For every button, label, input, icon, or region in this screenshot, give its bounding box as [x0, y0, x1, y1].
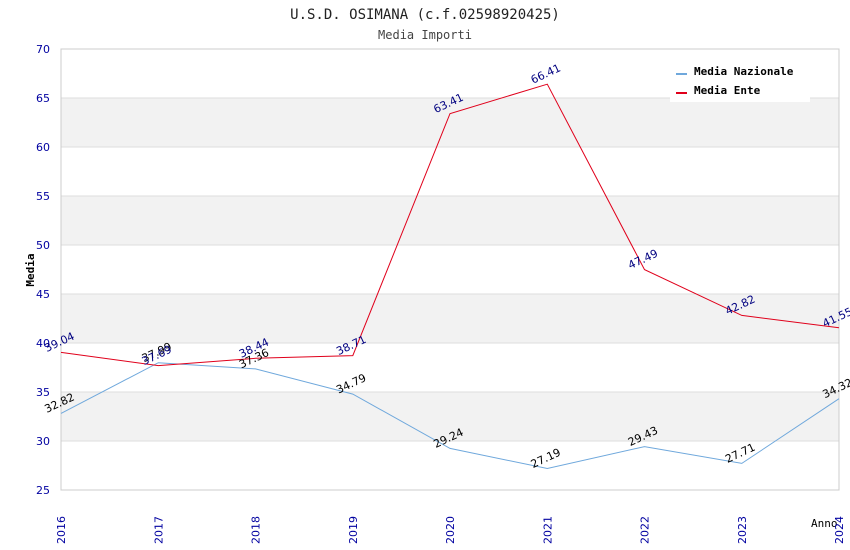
band [61, 98, 839, 147]
y-tick-label: 25 [36, 484, 50, 497]
y-axis-label: Media [24, 253, 37, 286]
x-tick-label: 2022 [639, 516, 652, 544]
y-tick-label: 55 [36, 190, 50, 203]
band [61, 196, 839, 245]
x-tick-label: 2021 [541, 516, 554, 544]
background-bands [61, 98, 839, 441]
data-label: 39.04 [42, 330, 76, 355]
y-tick-label: 40 [36, 337, 50, 350]
data-label: 47.49 [626, 247, 660, 272]
y-tick-label: 60 [36, 141, 50, 154]
x-axis-ticks: 2016 2017 2018 2019 2020 2021 2022 2023 2024 [55, 516, 846, 544]
y-tick-label: 70 [36, 43, 50, 56]
chart-subtitle: Media Importi [378, 28, 472, 42]
y-tick-label: 35 [36, 386, 50, 399]
x-axis-label: Anno [811, 517, 838, 530]
x-tick-label: 2017 [152, 516, 165, 544]
x-tick-label: 2018 [250, 516, 263, 544]
x-tick-label: 2016 [55, 516, 68, 544]
y-axis-ticks: 25 30 35 40 45 50 55 60 65 70 [36, 43, 50, 497]
y-tick-label: 30 [36, 435, 50, 448]
x-tick-label: 2023 [736, 516, 749, 544]
x-tick-label: 2020 [444, 516, 457, 544]
band [61, 392, 839, 441]
series-lines [60, 83, 840, 470]
legend-box [670, 60, 810, 102]
y-tick-label: 65 [36, 92, 50, 105]
legend-label: Media Nazionale [694, 65, 794, 78]
gridlines [61, 48, 839, 491]
y-tick-label: 50 [36, 239, 50, 252]
legend-label: Media Ente [694, 84, 761, 97]
series-line [60, 362, 840, 470]
data-label: 27.71 [723, 441, 757, 466]
x-tick-label: 2019 [347, 516, 360, 544]
band [61, 294, 839, 343]
data-label: 27.19 [529, 446, 563, 471]
data-label: 66.41 [529, 61, 563, 86]
chart-title: U.S.D. OSIMANA (c.f.02598920425) [290, 7, 560, 23]
series-line [60, 83, 840, 367]
x-tick-label: 2024 [833, 516, 846, 544]
plot-frame [60, 48, 840, 491]
y-tick-label: 45 [36, 288, 50, 301]
legend: Media Nazionale Media Ente [670, 60, 810, 102]
